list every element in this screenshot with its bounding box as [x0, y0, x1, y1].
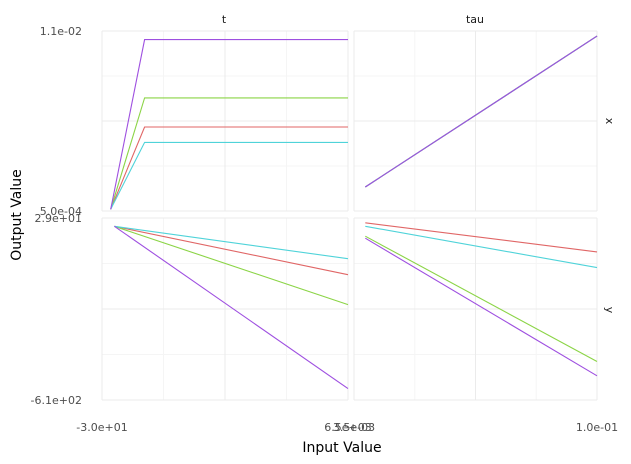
series-line-tau-y-1 [365, 235, 598, 362]
strip-label-row-y: y [603, 307, 616, 314]
series-line-t-x-2 [110, 141, 348, 210]
series-line-tau-y-0 [365, 222, 598, 253]
series-line-tau-y-2 [365, 225, 598, 269]
series-line-t-x-3 [110, 39, 348, 210]
strip-label-row-x: x [603, 118, 616, 125]
panels-layer [101, 30, 598, 401]
series-line-tau-y-3 [365, 237, 598, 377]
series-line-t-y-1 [114, 225, 349, 306]
y-tick-label-x-top: 1.1e-02 [40, 25, 82, 38]
y-tick-label-y-top: 2.9e+01 [35, 212, 82, 225]
x-tick-label-tau-left: 3.5e-03 [333, 421, 375, 434]
y-tick-label-x-bottom: 5.0e-04 [40, 205, 82, 218]
series-line-t-y-3 [114, 225, 349, 390]
series-line-t-x-1 [110, 97, 348, 210]
panel-t-y [101, 217, 349, 401]
panel-tau-y [353, 217, 598, 401]
x-tick-label-t-right: 6.5e+03 [324, 421, 371, 434]
series-line-tau-x-3 [364, 35, 598, 188]
x-tick-label-t-left: -3.0e+01 [76, 421, 127, 434]
series-line-t-y-0 [114, 225, 349, 276]
x-tick-label-tau-right: 1.0e-01 [576, 421, 618, 434]
y-axis-title: Output Value [9, 169, 25, 261]
series-line-t-y-2 [114, 225, 349, 260]
panel-t-x [101, 30, 349, 212]
strip-label-col-tau: tau [466, 13, 484, 26]
series-line-t-x-0 [110, 126, 348, 210]
x-axis-title: Input Value [302, 440, 381, 456]
strip-label-col-t: t [222, 13, 227, 26]
y-tick-label-y-bottom: -6.1e+02 [31, 394, 82, 407]
panel-tau-x [353, 30, 598, 212]
